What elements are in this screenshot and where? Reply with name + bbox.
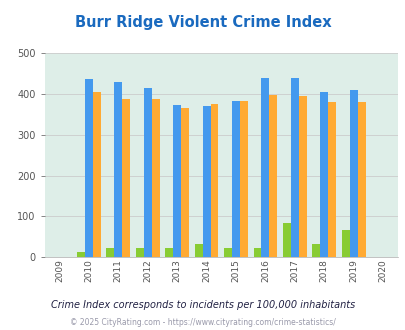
Bar [122, 99, 130, 257]
Bar [290, 78, 298, 257]
Bar [328, 102, 335, 257]
Bar [239, 101, 247, 257]
Bar [85, 80, 93, 257]
Bar [77, 252, 85, 257]
Bar [181, 108, 189, 257]
Bar [224, 248, 231, 257]
Bar [194, 244, 202, 257]
Bar [151, 99, 159, 257]
Bar [173, 105, 181, 257]
Bar [114, 82, 122, 257]
Bar [202, 106, 210, 257]
Bar [320, 92, 328, 257]
Bar [357, 102, 365, 257]
Bar [349, 90, 357, 257]
Bar [261, 78, 269, 257]
Bar [282, 223, 290, 257]
Text: Crime Index corresponds to incidents per 100,000 inhabitants: Crime Index corresponds to incidents per… [51, 300, 354, 310]
Bar [143, 88, 151, 257]
Bar [93, 92, 100, 257]
Bar [253, 248, 261, 257]
Bar [106, 248, 114, 257]
Bar [298, 96, 306, 257]
Bar [165, 248, 173, 257]
Bar [311, 244, 320, 257]
Text: Burr Ridge Violent Crime Index: Burr Ridge Violent Crime Index [75, 15, 330, 30]
Bar [135, 248, 143, 257]
Bar [231, 101, 239, 257]
Bar [341, 230, 349, 257]
Text: © 2025 CityRating.com - https://www.cityrating.com/crime-statistics/: © 2025 CityRating.com - https://www.city… [70, 318, 335, 327]
Bar [269, 95, 277, 257]
Bar [210, 104, 218, 257]
